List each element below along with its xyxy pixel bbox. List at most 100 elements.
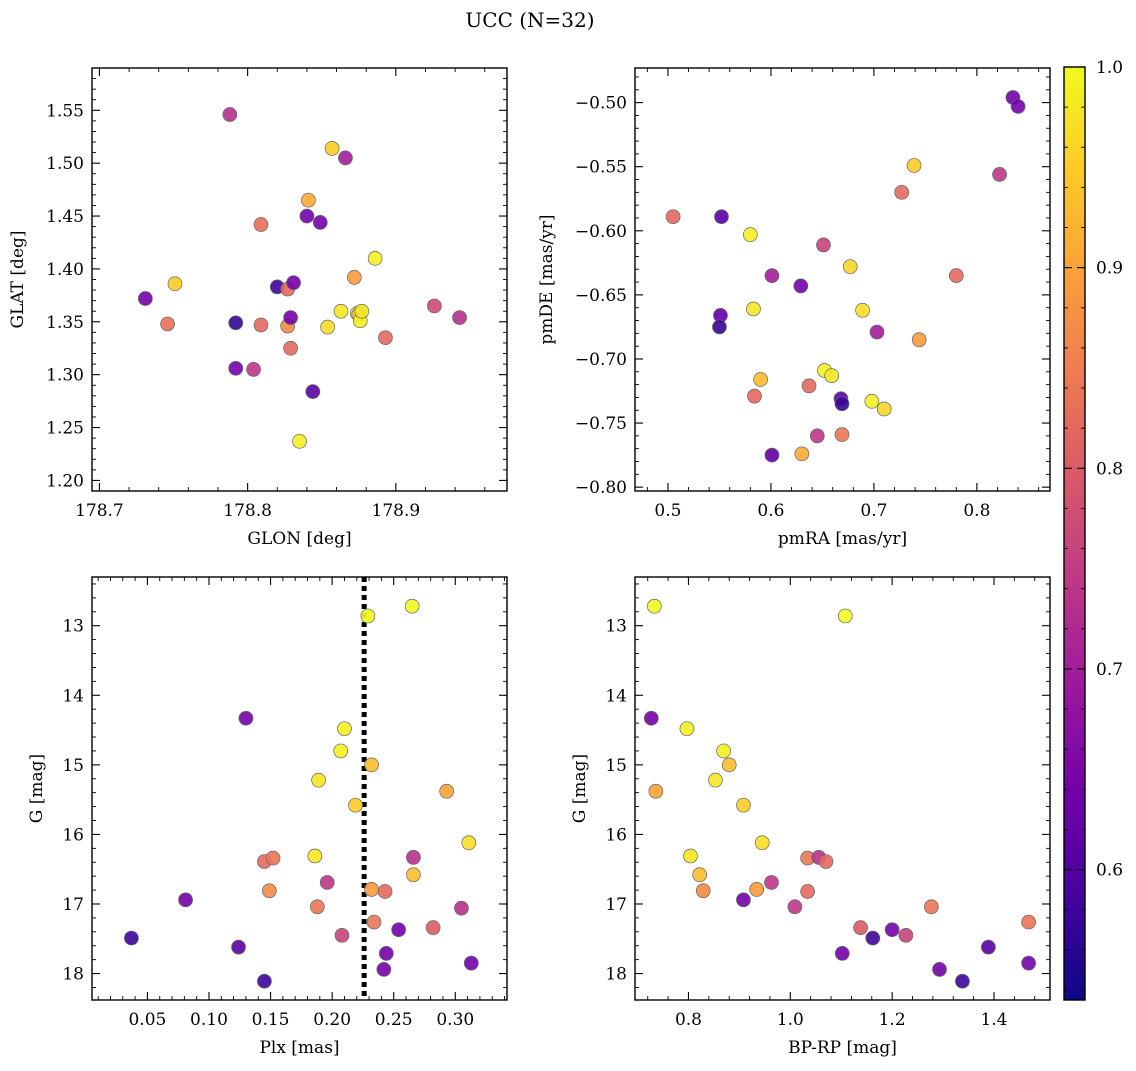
scatter-point	[454, 900, 469, 916]
y-tick-label: 1.55	[46, 101, 84, 121]
x-tick-label: 1.0	[777, 1010, 804, 1030]
scatter-point	[376, 962, 392, 977]
scatter-point	[292, 433, 307, 449]
scatter-point	[337, 721, 352, 737]
y-tick-label: −0.65	[575, 286, 627, 306]
scatter-point	[787, 899, 803, 915]
x-tick-label: 0.5	[654, 501, 681, 521]
scatter-point	[876, 401, 892, 417]
x-tick-label: 0.6	[757, 501, 784, 521]
scatter-point	[138, 291, 153, 306]
x-tick-label: 1.2	[879, 1010, 906, 1030]
scatter-point	[452, 310, 467, 325]
y-tick-label: 18	[605, 965, 627, 985]
x-tick-label: 0.8	[675, 1010, 702, 1030]
scatter-point	[837, 608, 853, 624]
colorbar-frame	[1063, 66, 1086, 1001]
colorbar-tick-label: 0.8	[1096, 459, 1123, 479]
scatter-point	[712, 319, 727, 335]
scatter-point	[310, 899, 325, 915]
x-tick-label: 178.9	[372, 501, 421, 521]
scatter-point	[160, 316, 175, 332]
figure-title: UCC (N=32)	[465, 8, 594, 32]
axes-frame	[91, 67, 508, 492]
scatter-point	[406, 850, 421, 865]
scatter-point	[307, 848, 323, 864]
scatter-point	[753, 372, 768, 387]
scatter-point	[834, 946, 850, 961]
scatter-point	[800, 884, 815, 899]
x-tick-label: 0.05	[128, 1010, 166, 1030]
y-tick-label: 1.35	[46, 313, 84, 333]
scatter-point	[391, 922, 406, 938]
x-tick-label: 0.25	[375, 1010, 413, 1030]
scatter-point	[320, 319, 336, 335]
scatter-point	[367, 251, 383, 266]
scatter-point	[714, 209, 729, 225]
y-tick-label: 14	[62, 686, 84, 706]
x-tick-label: 178.8	[223, 501, 272, 521]
y-tick-label: 1.50	[46, 154, 84, 174]
colorbar-tick-label: 0.7	[1096, 660, 1123, 680]
y-tick-label: 1.45	[46, 207, 84, 227]
scatter-point	[265, 850, 281, 866]
y-tick-label: −0.60	[575, 222, 627, 242]
scatter-point	[439, 783, 455, 799]
scatter-point	[377, 884, 393, 899]
scatter-point	[346, 270, 362, 285]
scatter-point	[932, 962, 947, 977]
scatter-point	[643, 710, 659, 726]
panel-cmd: 0.8 1.0 1.2 1.4 13 14 15 16 17 18 BP-RP [mag] G [ma…	[570, 576, 1051, 1058]
y-tick-label: −0.55	[575, 158, 627, 178]
scatter-point	[716, 743, 731, 759]
scatter-point	[228, 315, 244, 331]
axes-frame	[634, 67, 1051, 492]
scatter-point	[864, 393, 880, 409]
scatter-point	[749, 882, 765, 897]
scatter-point	[378, 330, 393, 346]
scatter-point	[231, 939, 246, 955]
colorbar: 0.6 0.7 0.8 0.9 1.0	[1063, 58, 1123, 1001]
y-tick-label: 14	[605, 686, 627, 706]
panel-sky: 178.7 178.8 178.9 1.20 1.25 1.30 1.35 1.40 1.45 1…	[8, 67, 508, 549]
y-tick-label: 17	[605, 895, 627, 915]
scatter-point	[742, 227, 758, 242]
scatter-point	[955, 973, 970, 989]
scatter-point	[246, 362, 261, 377]
x-tick-label: 0.15	[252, 1010, 290, 1030]
scatter-points	[665, 90, 1026, 463]
scatter-point	[333, 743, 349, 759]
scatter-point	[736, 892, 751, 908]
scatter-point	[461, 835, 477, 851]
scatter-point	[167, 276, 183, 292]
scatter-point	[834, 396, 850, 412]
y-tick-label: 1.20	[46, 471, 84, 491]
scatter-point	[312, 215, 328, 230]
x-tick-label: 0.7	[860, 501, 887, 521]
scatter-point	[253, 217, 269, 232]
y-tick-label: 16	[605, 825, 627, 845]
panel-plx: 0.05 0.10 0.15 0.20 0.25 0.30 13 14 15 16 17 18 Plx …	[27, 576, 508, 1058]
y-tick-label: 13	[605, 617, 627, 637]
y-tick-label: 16	[62, 825, 84, 845]
scatter-point	[924, 899, 939, 915]
scatter-point	[261, 883, 277, 899]
x-tick-label: 178.7	[75, 501, 124, 521]
y-tick-label: −0.50	[575, 94, 627, 114]
y-tick-label: 15	[62, 756, 84, 776]
scatter-point	[679, 721, 695, 737]
scatter-points	[124, 598, 479, 989]
scatter-point	[855, 302, 870, 318]
colorbar-tick-label: 0.9	[1096, 259, 1123, 279]
scatter-point	[238, 710, 254, 726]
scatter-point	[764, 447, 780, 463]
x-axis-label: BP-RP [mag]	[788, 1038, 897, 1058]
scatter-point	[324, 141, 340, 156]
scatter-point	[366, 914, 382, 930]
x-tick-label: 0.20	[313, 1010, 351, 1030]
scatter-point	[683, 848, 698, 864]
y-tick-label: 1.40	[46, 260, 84, 280]
scatter-point	[747, 388, 762, 404]
x-axis-label: Plx [mas]	[259, 1038, 339, 1058]
